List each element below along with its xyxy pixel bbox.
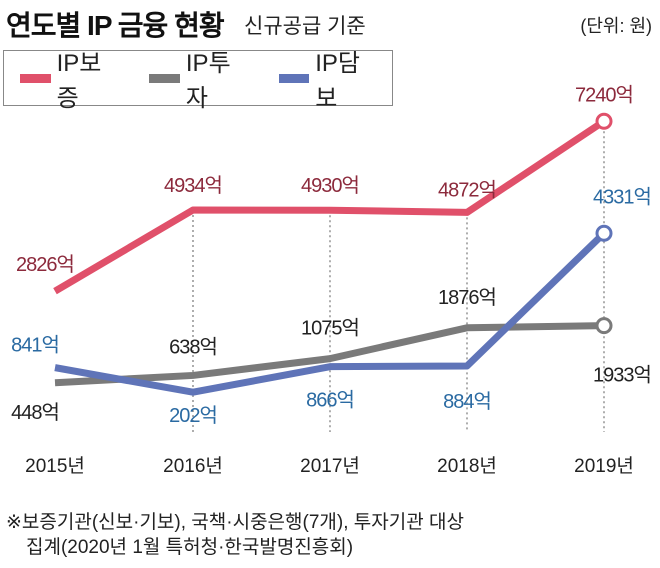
legend-item-collateral: IP담보 xyxy=(278,43,372,113)
legend-item-investment: IP투자 xyxy=(149,43,242,113)
x-tick-label: 2019년 xyxy=(574,455,634,477)
data-label-collateral: 4331억 xyxy=(593,185,651,208)
data-label-guarantee: 4934억 xyxy=(164,174,222,197)
footnote-line-1: ※보증기관(신보·기보), 국책·시중은행(7개), 투자기관 대상 xyxy=(6,512,464,533)
data-label-investment: 638억 xyxy=(169,335,217,358)
data-label-guarantee: 4930억 xyxy=(301,174,359,197)
legend-swatch-guarantee xyxy=(20,73,51,83)
data-label-guarantee: 2826억 xyxy=(16,253,74,276)
data-label-collateral: 866억 xyxy=(306,389,354,412)
data-label-investment: 1876억 xyxy=(438,286,496,309)
data-label-investment: 1075억 xyxy=(301,317,359,340)
data-label-investment: 448억 xyxy=(11,401,59,424)
unit-label: (단위: 원) xyxy=(580,16,652,36)
data-label-collateral: 884억 xyxy=(443,390,491,413)
x-tick-label: 2015년 xyxy=(25,455,85,477)
data-point-end-collateral xyxy=(595,224,613,242)
series-line-collateral xyxy=(54,230,607,396)
legend-swatch-investment xyxy=(149,73,180,83)
footnote-line-2: 집계(2020년 1월 특허청·한국발명진흥회) xyxy=(26,537,354,558)
data-point-end-guarantee xyxy=(595,112,613,130)
data-label-collateral: 202억 xyxy=(169,404,217,427)
x-tick-label: 2017년 xyxy=(300,455,360,477)
series-line-guarantee xyxy=(53,118,606,295)
data-label-investment: 1933억 xyxy=(593,364,651,387)
chart-subtitle: 신규공급 기준 xyxy=(244,15,366,38)
x-tick-label: 2016년 xyxy=(163,455,223,477)
chart-title: 연도별 IP 금융 현황 xyxy=(6,10,225,41)
data-label-guarantee: 7240억 xyxy=(575,83,633,106)
data-point-end-investment xyxy=(595,317,613,335)
legend-label: IP투자 xyxy=(185,50,231,112)
footnote: ※보증기관(신보·기보), 국책·시중은행(7개), 투자기관 대상 집계(20… xyxy=(6,510,464,560)
legend: IP보증 IP투자 IP담보 xyxy=(3,50,393,112)
x-tick-label: 2018년 xyxy=(437,455,497,477)
legend-item-guarantee: IP보증 xyxy=(20,43,113,113)
legend-label: IP담보 xyxy=(315,50,360,112)
legend-swatch-collateral xyxy=(278,73,310,83)
series-line-investment xyxy=(54,322,605,387)
legend-label: IP보증 xyxy=(56,50,102,112)
data-label-collateral: 841억 xyxy=(11,334,59,357)
data-label-guarantee: 4872억 xyxy=(438,178,496,201)
